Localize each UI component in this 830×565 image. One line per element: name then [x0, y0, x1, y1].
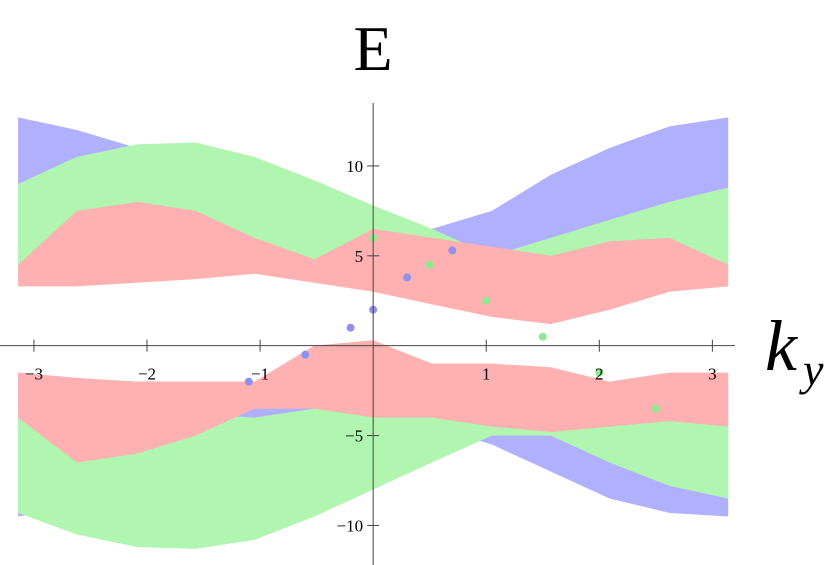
edge-state-point — [244, 377, 253, 386]
x-tick-label: −2 — [138, 365, 156, 384]
edge-state-point — [538, 332, 547, 341]
y-tick-label: 10 — [346, 157, 363, 176]
y-tick-label: −10 — [337, 516, 364, 535]
edge-state-point — [651, 404, 660, 413]
y-tick-label: 5 — [355, 247, 364, 266]
x-tick-label: −3 — [25, 365, 43, 384]
edge-state-point — [448, 246, 457, 255]
y-tick-label: −5 — [345, 427, 363, 446]
x-tick-label: 3 — [708, 365, 717, 384]
edge-state-point — [346, 323, 355, 332]
x-axis-label: k — [765, 306, 799, 386]
edge-state-point — [425, 260, 434, 269]
edge-state-point — [301, 350, 310, 359]
edge-state-point — [595, 368, 604, 377]
x-axis-label-subscript: y — [799, 344, 824, 395]
x-tick-label: −1 — [251, 365, 269, 384]
edge-state-point — [482, 296, 491, 305]
chart-title: E — [353, 13, 392, 84]
x-tick-label: 1 — [482, 365, 491, 384]
x-tick-label: 2 — [595, 365, 604, 384]
edge-state-point — [403, 273, 412, 282]
